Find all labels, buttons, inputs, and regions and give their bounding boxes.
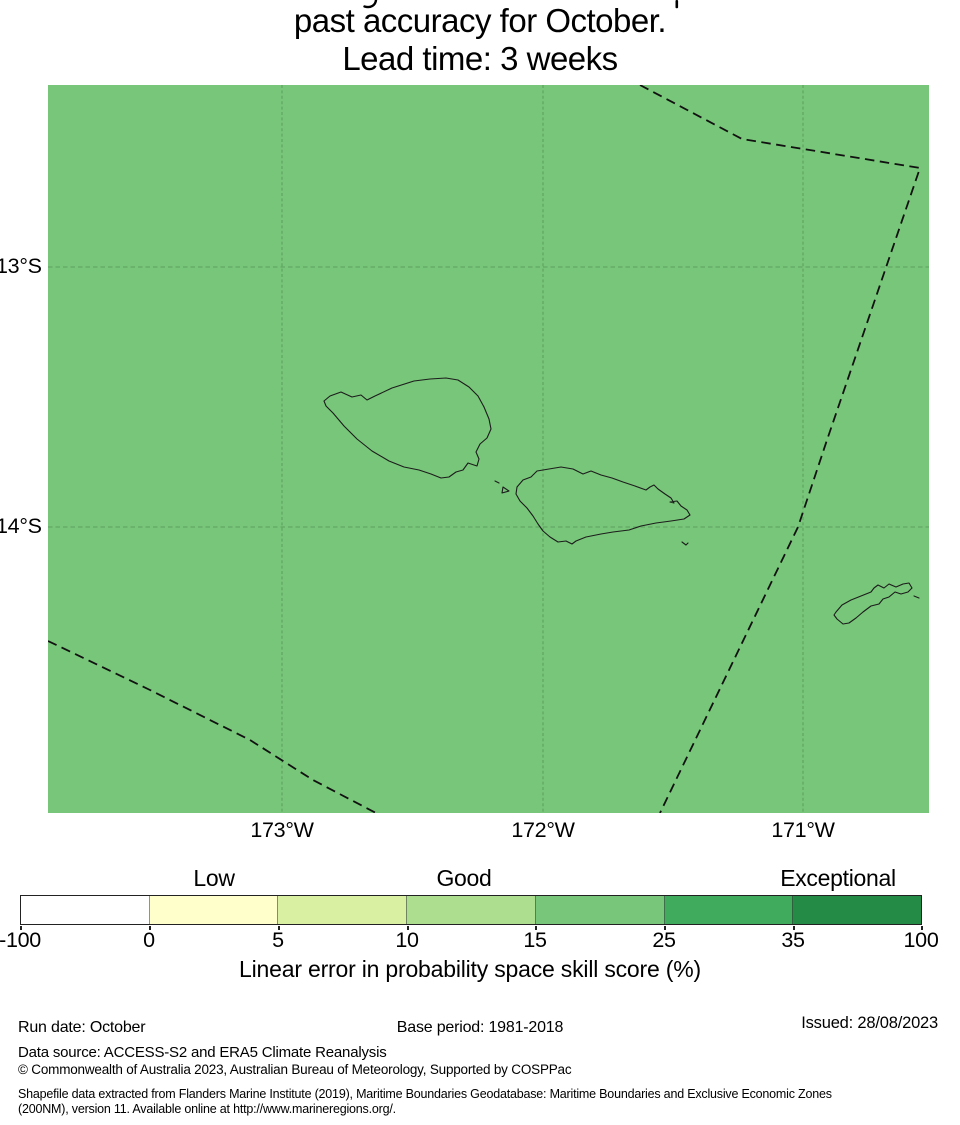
colorbar-segment [148,896,278,924]
xtick-173w: 173°W [250,818,314,842]
colorbar-tick-100: 100 [903,928,939,952]
legend-category-low: Low [193,865,235,891]
colorbar-tick-35: 35 [781,928,805,952]
colorbar-segment [534,896,664,924]
eez-boundary-lines [47,84,921,814]
graticule-gridlines [48,85,929,813]
colorbar-segment [277,896,407,924]
colorbar-tick-10: 10 [395,928,419,952]
data-source-text: Data source: ACCESS-S2 and ERA5 Climate … [18,1044,387,1061]
colorbar-tickmark [149,926,151,930]
ytick-13s: 13°S [0,254,42,278]
title-line-past-accuracy: past accuracy for October. [293,2,667,39]
colorbar-tickmark [535,926,537,930]
run-date-text: Run date: October [18,1019,146,1036]
colorbar-segment [406,896,535,924]
map-panel [47,84,929,814]
island-coastlines [323,377,920,625]
title-line-lead-time: Lead time: 3 weeks [342,40,618,77]
upolu-island-outline [515,466,691,545]
colorbar-tick-neg100: -100 [0,928,41,952]
colorbar-caption: Linear error in probability space skill … [239,956,701,982]
shapefile-attribution-line1: Shapefile data extracted from Flanders M… [18,1087,832,1101]
colorbar-segment [792,896,922,924]
aunuu-islet-outline [913,595,920,599]
colorbar-tickmark [664,926,666,930]
clipped-title-descender-p-icon [675,0,679,9]
colorbar-tickmark [407,926,409,930]
xtick-172w: 172°W [511,818,575,842]
shapefile-attribution-text: Shapefile data extracted from Flanders M… [18,1087,948,1117]
colorbar-tick-15: 15 [523,928,547,952]
colorbar-segment [21,896,149,924]
colorbar [20,895,922,925]
colorbar-tickmark [921,926,923,930]
clipped-title-descender-y-icon [363,0,378,9]
legend-category-exceptional: Exceptional [780,865,896,891]
base-period-text: Base period: 1981-2018 [396,1019,564,1036]
shapefile-attribution-line2: (200NM), version 11. Available online at… [18,1102,396,1116]
map-canvas [47,84,929,814]
legend-category-good: Good [436,865,492,891]
manono-islet-outline [501,486,510,494]
colorbar-tick-5: 5 [272,928,284,952]
colorbar-tick-25: 25 [652,928,676,952]
xtick-171w: 171°W [771,818,835,842]
issued-date-text: Issued: 28/08/2023 [801,1014,938,1032]
colorbar-tickmark [278,926,280,930]
colorbar-tickmark [793,926,795,930]
colorbar-tickmark [20,926,22,930]
colorbar-tick-0: 0 [143,928,155,952]
apolima-islet-outline [494,480,500,484]
nuutele-islet-outline [681,541,689,546]
ytick-14s: 14°S [0,514,42,538]
savaii-island-outline [323,377,492,479]
colorbar-segment [663,896,793,924]
tutuila-island-outline [833,582,913,625]
copyright-text: © Commonwealth of Australia 2023, Austra… [18,1062,572,1077]
